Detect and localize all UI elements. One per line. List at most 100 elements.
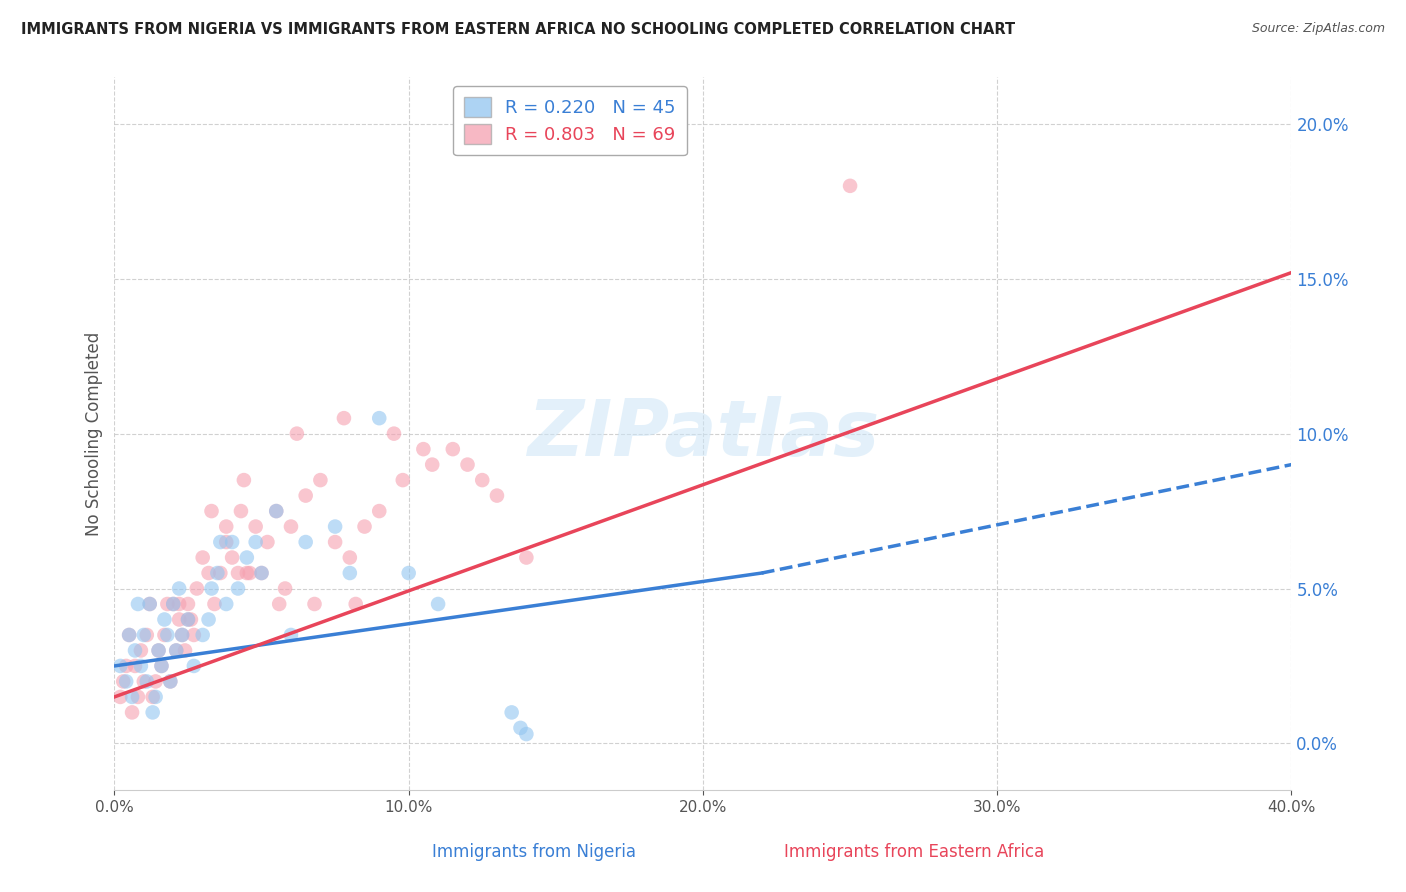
Point <box>236 550 259 565</box>
Point <box>515 550 537 565</box>
Point <box>207 566 229 580</box>
Point <box>250 566 273 580</box>
Point <box>172 628 194 642</box>
Point <box>165 643 187 657</box>
Point <box>165 643 187 657</box>
Point <box>110 690 132 704</box>
Point <box>174 643 197 657</box>
Point <box>264 504 287 518</box>
Point <box>204 597 226 611</box>
Point <box>121 690 143 704</box>
Point <box>294 489 316 503</box>
Point <box>191 628 214 642</box>
Point <box>129 643 152 657</box>
Point <box>515 727 537 741</box>
Point <box>118 628 141 642</box>
Point <box>177 612 200 626</box>
Point <box>368 411 391 425</box>
Point <box>501 706 523 720</box>
Point <box>398 566 420 580</box>
Point <box>274 582 297 596</box>
Point <box>159 674 181 689</box>
Point <box>285 426 308 441</box>
Point <box>142 706 165 720</box>
Point <box>121 706 143 720</box>
Point <box>186 582 208 596</box>
Point <box>412 442 434 457</box>
Point <box>353 519 375 533</box>
Point <box>509 721 531 735</box>
Point <box>221 535 243 549</box>
Point <box>132 628 155 642</box>
Point <box>200 582 222 596</box>
Point <box>391 473 413 487</box>
Point <box>250 566 273 580</box>
Point <box>153 628 176 642</box>
Point <box>232 473 254 487</box>
Point <box>177 597 200 611</box>
Point <box>420 458 443 472</box>
Point <box>226 566 249 580</box>
Point <box>156 597 179 611</box>
Point <box>294 535 316 549</box>
Point <box>138 597 160 611</box>
Point <box>280 628 302 642</box>
Point <box>132 674 155 689</box>
Point <box>115 674 138 689</box>
Point <box>200 504 222 518</box>
Point <box>127 690 149 704</box>
Point <box>142 690 165 704</box>
Point <box>162 597 184 611</box>
Point <box>156 628 179 642</box>
Point <box>229 504 252 518</box>
Text: Immigrants from Nigeria: Immigrants from Nigeria <box>432 843 637 861</box>
Point <box>197 612 219 626</box>
Point <box>118 628 141 642</box>
Point <box>183 659 205 673</box>
Point <box>215 519 238 533</box>
Point <box>191 550 214 565</box>
Point <box>441 442 464 457</box>
Point <box>304 597 326 611</box>
Point <box>323 535 346 549</box>
Point <box>159 674 181 689</box>
Point <box>127 597 149 611</box>
Point <box>124 659 146 673</box>
Point <box>269 597 291 611</box>
Point <box>145 690 167 704</box>
Point <box>339 550 361 565</box>
Point <box>309 473 332 487</box>
Text: Immigrants from Eastern Africa: Immigrants from Eastern Africa <box>783 843 1045 861</box>
Point <box>167 597 190 611</box>
Point <box>153 612 176 626</box>
Point <box>245 535 267 549</box>
Legend: R = 0.220   N = 45, R = 0.803   N = 69: R = 0.220 N = 45, R = 0.803 N = 69 <box>453 87 686 155</box>
Point <box>485 489 508 503</box>
Point <box>180 612 202 626</box>
Point <box>112 674 135 689</box>
Point <box>323 519 346 533</box>
Point <box>135 674 157 689</box>
Point <box>256 535 278 549</box>
Point <box>427 597 450 611</box>
Point <box>167 612 190 626</box>
Point <box>457 458 479 472</box>
Point <box>135 628 157 642</box>
Point <box>239 566 262 580</box>
Point <box>344 597 367 611</box>
Point <box>280 519 302 533</box>
Point <box>471 473 494 487</box>
Point <box>110 659 132 673</box>
Point <box>382 426 405 441</box>
Point <box>197 566 219 580</box>
Point <box>150 659 173 673</box>
Text: IMMIGRANTS FROM NIGERIA VS IMMIGRANTS FROM EASTERN AFRICA NO SCHOOLING COMPLETED: IMMIGRANTS FROM NIGERIA VS IMMIGRANTS FR… <box>21 22 1015 37</box>
Text: ZIPatlas: ZIPatlas <box>527 396 879 472</box>
Y-axis label: No Schooling Completed: No Schooling Completed <box>86 332 103 536</box>
Point <box>129 659 152 673</box>
Point <box>209 535 232 549</box>
Point <box>226 582 249 596</box>
Point <box>221 550 243 565</box>
Point <box>236 566 259 580</box>
Point <box>162 597 184 611</box>
